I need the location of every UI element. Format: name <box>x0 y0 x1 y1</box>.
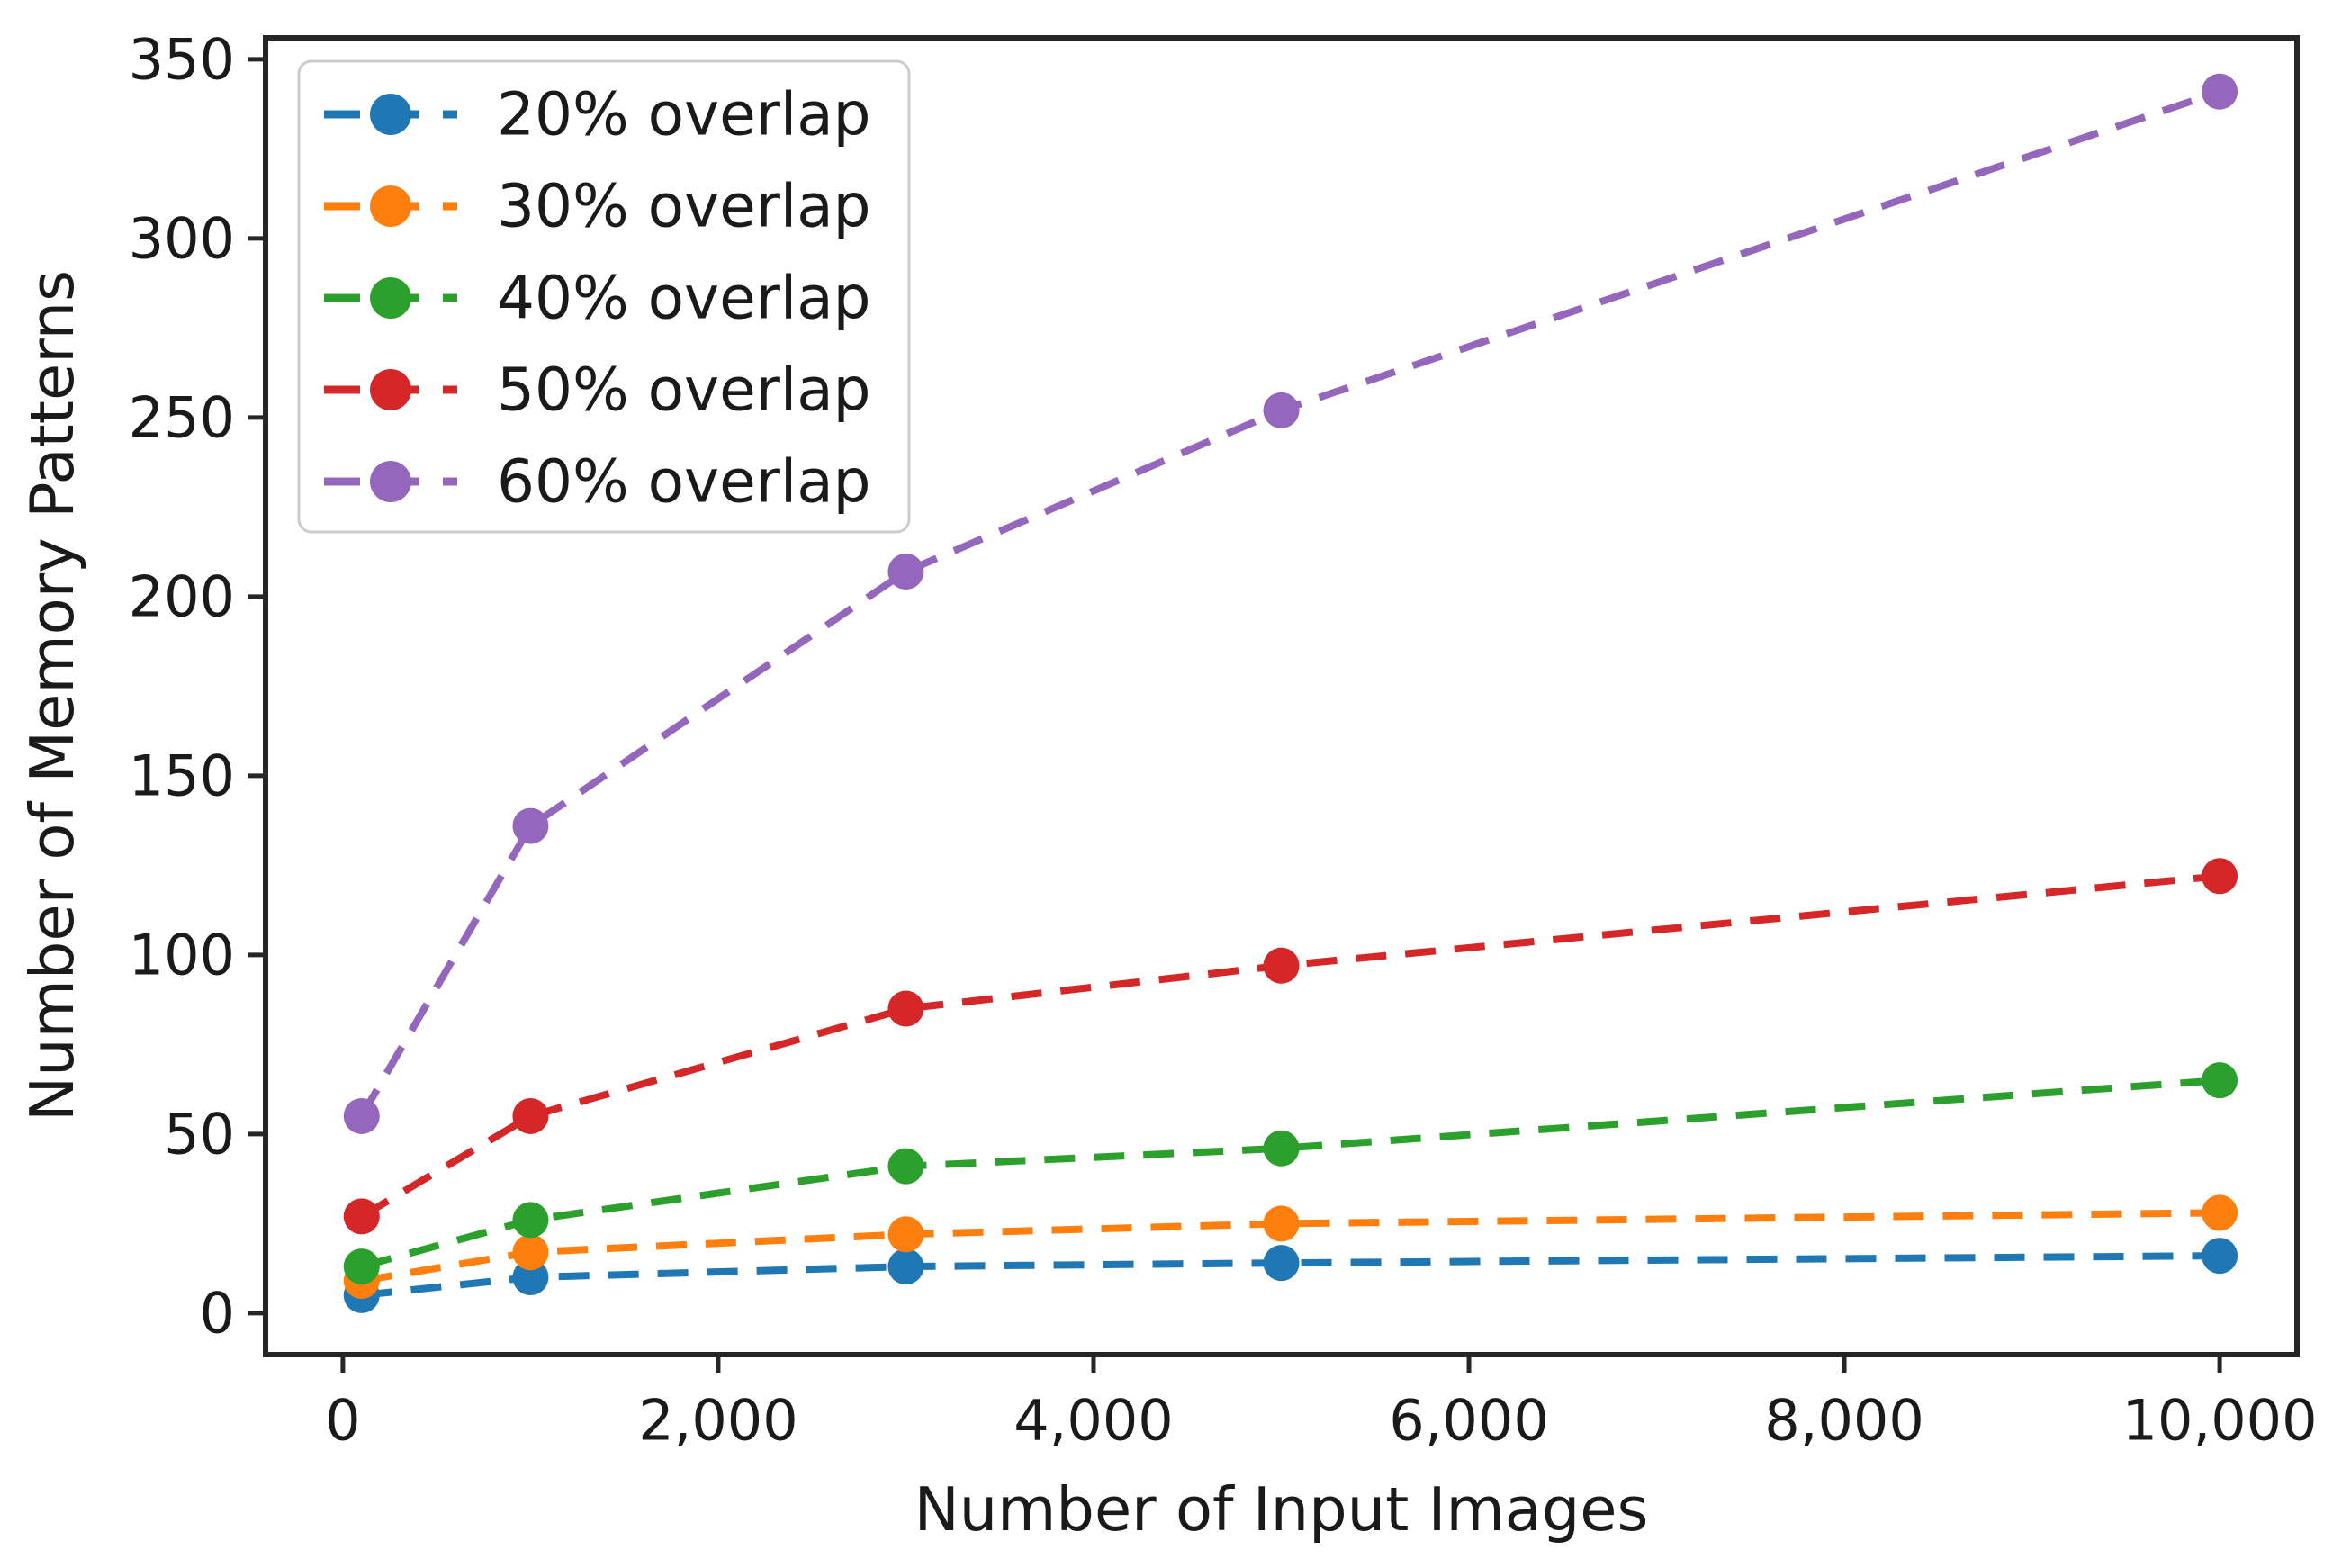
legend-label: 50% overlap <box>497 356 871 425</box>
data-point <box>1263 1130 1300 1167</box>
data-point <box>1263 392 1300 428</box>
data-point <box>887 554 924 590</box>
y-tick-label: 250 <box>129 384 235 450</box>
x-tick-label: 6,000 <box>1389 1387 1549 1453</box>
data-point <box>887 1248 924 1285</box>
series-40-overlap <box>343 1062 2238 1285</box>
legend-marker-icon <box>370 94 411 135</box>
data-point <box>343 1097 380 1134</box>
y-tick-label: 350 <box>129 26 235 92</box>
data-point <box>512 807 549 844</box>
legend-item-20-overlap: 20% overlap <box>324 80 871 149</box>
legend-box <box>297 59 911 534</box>
legend-label: 30% overlap <box>497 172 871 241</box>
y-tick-label: 300 <box>129 205 235 271</box>
data-point <box>512 1097 549 1134</box>
y-tick-label: 50 <box>164 1101 235 1167</box>
legend: 20% overlap 30% overlap 40% overlap 50% ove… <box>297 59 911 534</box>
x-tick-label: 10,000 <box>2122 1387 2318 1453</box>
legend-marker-icon <box>370 369 411 410</box>
x-axis-label: Number of Input Images <box>914 1474 1649 1545</box>
x-tick-label: 0 <box>325 1387 360 1453</box>
legend-label: 40% overlap <box>497 264 871 333</box>
data-point <box>887 1216 924 1253</box>
data-point <box>1263 947 1300 984</box>
data-point <box>2202 73 2238 110</box>
axis-ticks: 0 2,000 4,000 6,000 8,000 10,000 0 50 100 150 200 2… <box>129 26 2318 1453</box>
y-tick-label: 100 <box>129 922 235 987</box>
legend-label: 20% overlap <box>497 80 871 149</box>
data-point <box>1263 1245 1300 1282</box>
legend-item-30-overlap: 30% overlap <box>324 172 871 241</box>
data-point <box>2202 1238 2238 1275</box>
series-line <box>358 87 2221 1118</box>
legend-item-40-overlap: 40% overlap <box>324 264 871 333</box>
data-point <box>343 1248 380 1285</box>
data-point <box>2202 858 2238 895</box>
legend-marker-icon <box>370 277 411 319</box>
legend-item-60-overlap: 60% overlap <box>324 447 871 517</box>
y-tick-label: 150 <box>129 743 235 808</box>
data-point <box>512 1234 549 1271</box>
data-point <box>2202 1194 2238 1231</box>
data-point <box>887 990 924 1027</box>
legend-label: 60% overlap <box>497 447 871 517</box>
legend-item-50-overlap: 50% overlap <box>324 356 871 425</box>
legend-marker-icon <box>370 185 411 227</box>
x-tick-label: 2,000 <box>638 1387 798 1453</box>
plot-border <box>263 35 2300 1357</box>
data-point <box>2202 1062 2238 1099</box>
data-point <box>343 1198 380 1235</box>
y-tick-label: 200 <box>129 563 235 629</box>
data-point <box>1263 1205 1300 1242</box>
x-tick-label: 4,000 <box>1013 1387 1174 1453</box>
x-tick-label: 8,000 <box>1764 1387 1924 1453</box>
data-point <box>512 1259 549 1296</box>
y-tick-label: 0 <box>200 1280 235 1346</box>
series-line <box>359 872 2220 1220</box>
series-20-overlap <box>343 1238 2238 1313</box>
data-point <box>512 1202 549 1239</box>
series-30-overlap <box>343 1194 2238 1300</box>
data-point <box>887 1148 924 1185</box>
series-60-overlap <box>343 73 2238 1134</box>
legend-marker-icon <box>370 461 411 502</box>
y-axis-label: Number of Memory Patterns <box>17 269 87 1122</box>
series-50-overlap <box>343 858 2238 1235</box>
